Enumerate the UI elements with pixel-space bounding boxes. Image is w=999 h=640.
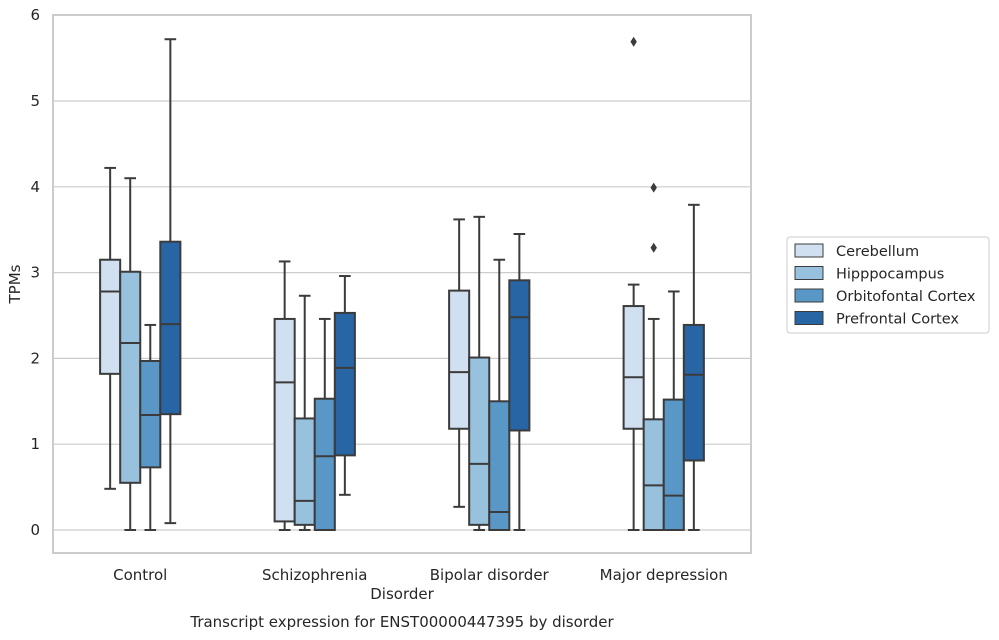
legend-label: Hipppocampus <box>836 267 944 283</box>
x-tick-labels: Control Schizophrenia Bipolar disorder Majo… <box>113 566 728 584</box>
box-3-0 <box>622 36 645 531</box>
legend-label: Orbitofontal Cortex <box>836 289 976 305</box>
outlier-point <box>650 242 657 253</box>
iqr-box <box>508 279 531 432</box>
box-1-1 <box>293 294 316 531</box>
iqr-box <box>99 258 122 375</box>
iqr-box <box>662 398 685 532</box>
iqr-box <box>682 323 705 462</box>
legend-swatch <box>794 266 824 280</box>
y-tick-label: 5 <box>30 92 40 110</box>
legend-item: Prefrontal Cortex <box>794 311 959 328</box>
iqr-box <box>622 305 645 430</box>
iqr-box <box>313 397 336 532</box>
iqr-box <box>642 418 665 531</box>
y-tick-labels: 0 1 2 3 4 5 6 <box>30 6 40 539</box>
box-3-3 <box>682 203 705 531</box>
box-2-2 <box>488 258 511 531</box>
box-0-3 <box>159 38 182 525</box>
chart-title: Transcript expression for ENST0000044739… <box>189 613 614 631</box>
legend-swatch <box>794 311 824 325</box>
legend-swatch <box>794 243 824 258</box>
box-2-3 <box>508 232 531 531</box>
box-3-2 <box>662 290 685 532</box>
y-tick-label: 6 <box>30 6 40 24</box>
iqr-box <box>273 317 296 523</box>
iqr-box <box>448 289 471 430</box>
box-1-3 <box>333 275 356 496</box>
legend-swatch <box>794 288 824 303</box>
y-tick-label: 0 <box>30 521 40 539</box>
y-tick-label: 2 <box>30 349 40 367</box>
x-tick-label: Control <box>113 566 167 584</box>
legend-frame <box>786 236 990 334</box>
legend-item: Orbitofontal Cortex <box>794 288 976 305</box>
y-tick-label: 1 <box>30 435 40 453</box>
outlier-point <box>630 36 637 47</box>
legend-item: Cerebellum <box>794 243 919 260</box>
legend-label: Prefrontal Cortex <box>836 312 959 328</box>
y-axis-label: TPMs <box>6 264 24 304</box>
x-axis-label: Disorder <box>370 585 434 603</box>
iqr-box <box>468 356 491 526</box>
iqr-box <box>333 311 356 457</box>
iqr-box <box>159 240 182 416</box>
box-2-1 <box>468 215 491 531</box>
legend: Cerebellum Hipppocampus Orbitofontal Corte… <box>786 236 990 334</box>
iqr-box <box>293 417 316 526</box>
iqr-box <box>119 270 142 484</box>
box-1-2 <box>313 317 336 532</box>
legend-item: Hipppocampus <box>794 266 944 283</box>
box-0-0 <box>99 166 122 490</box>
y-tick-label: 3 <box>30 264 40 282</box>
x-tick-label: Bipolar disorder <box>430 566 550 584</box>
box-2-0 <box>448 218 471 508</box>
iqr-box <box>488 400 511 531</box>
box-0-2 <box>139 323 162 531</box>
outlier-point <box>650 182 657 193</box>
plot-frame <box>52 14 752 554</box>
x-tick-label: Major depression <box>600 566 728 584</box>
box-groups <box>99 36 705 532</box>
y-tick-label: 4 <box>30 178 40 196</box>
x-tick-label: Schizophrenia <box>262 566 367 584</box>
legend-label: Cerebellum <box>836 244 919 260</box>
